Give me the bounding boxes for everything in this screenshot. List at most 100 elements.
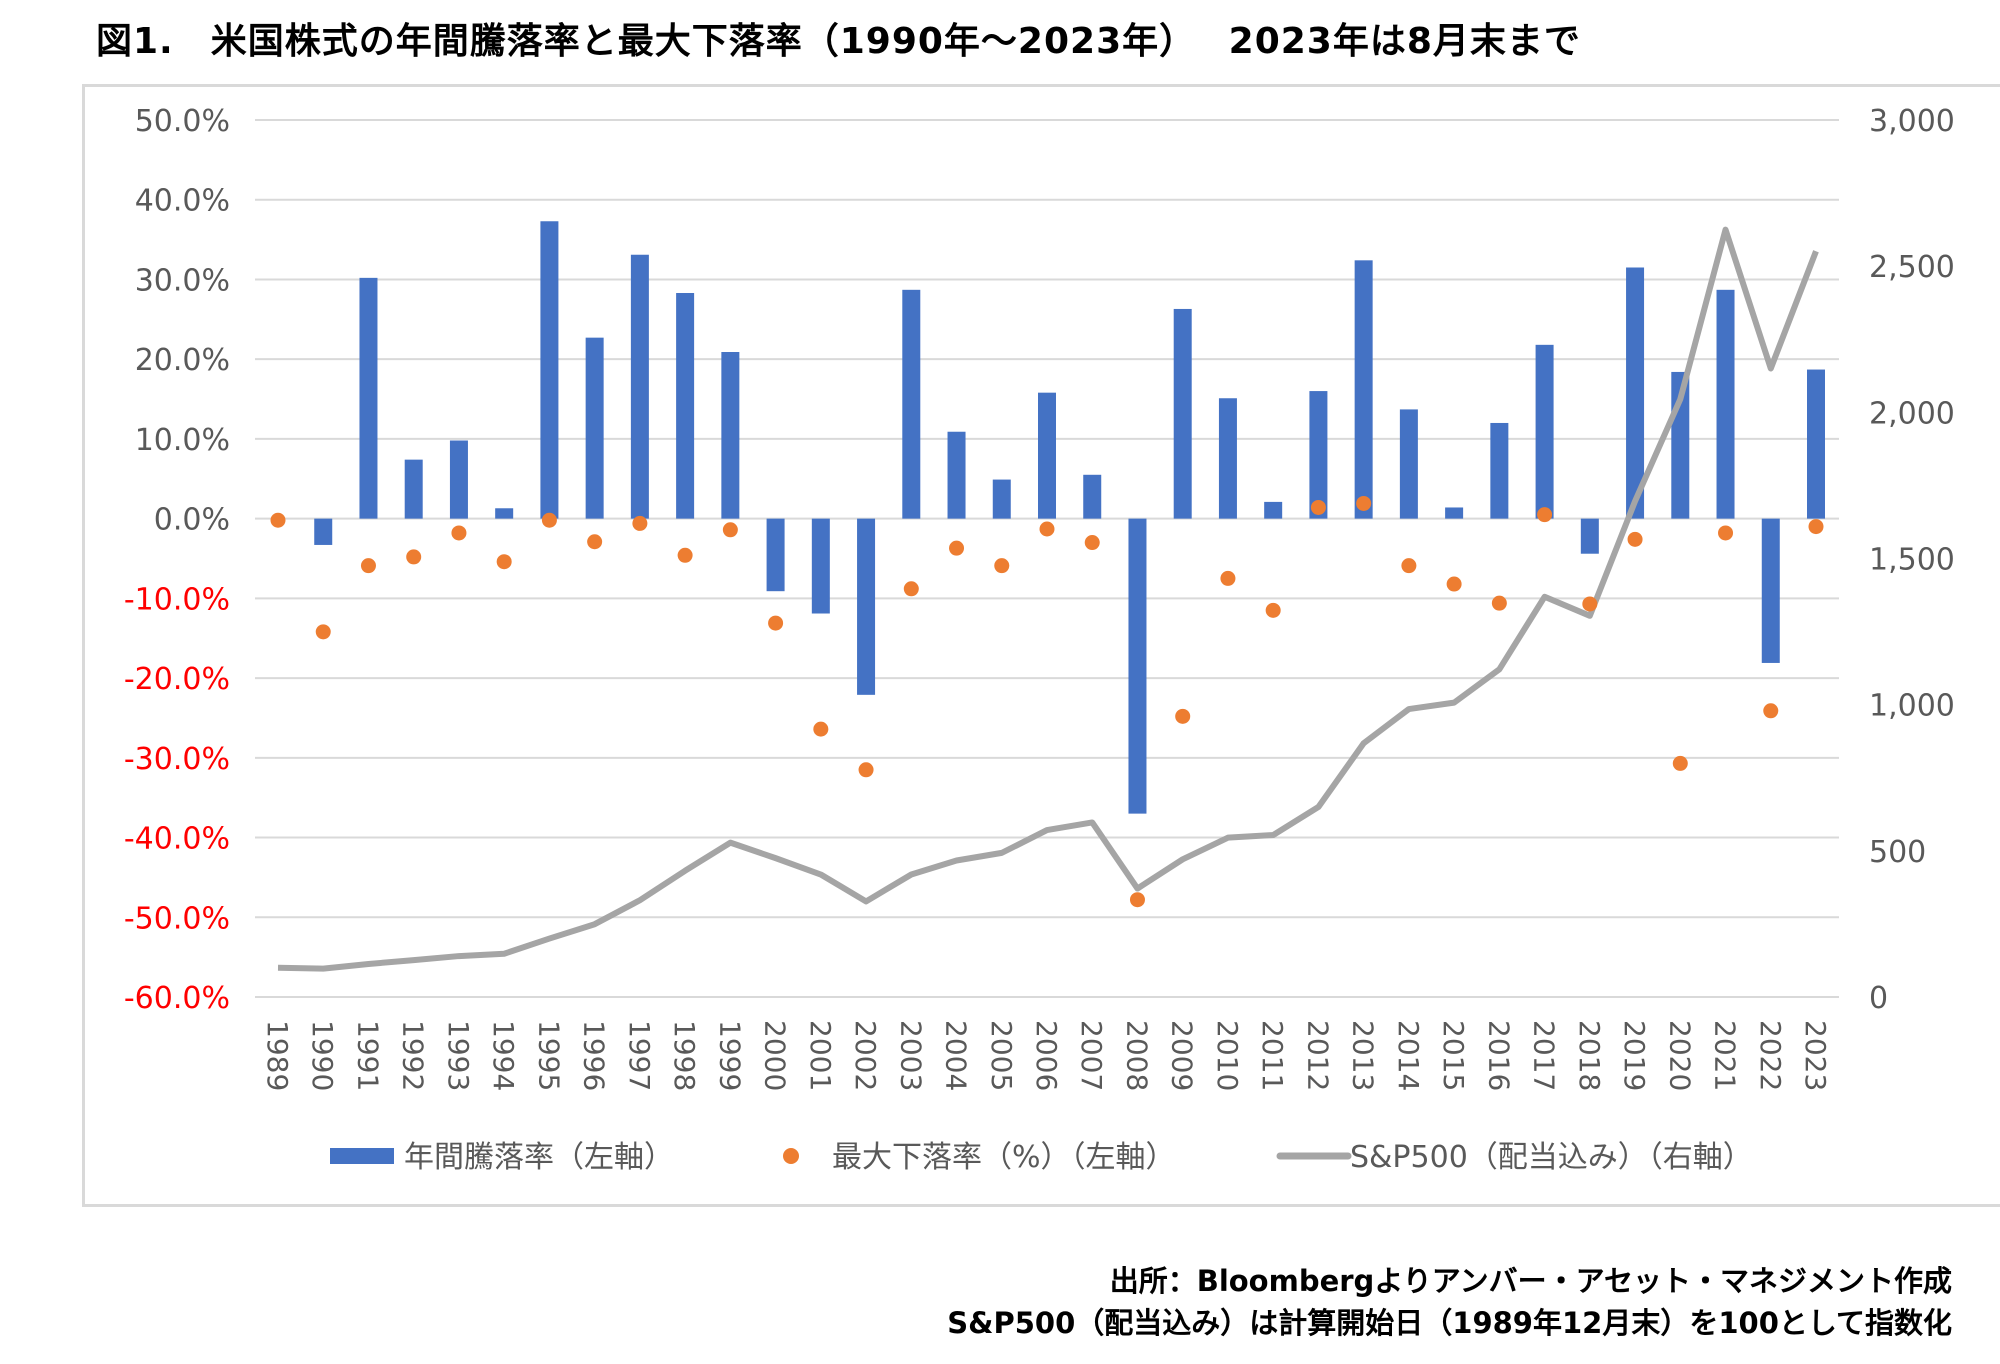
x-tick-label: 1993 <box>442 1020 475 1091</box>
bar-annual-return <box>585 337 604 519</box>
x-tick-label: 2006 <box>1030 1020 1063 1091</box>
bar-annual-return <box>449 440 468 519</box>
right-tick-label: 1,000 <box>1869 689 1955 724</box>
x-tick-label: 2020 <box>1663 1020 1696 1091</box>
legend-label-drawdown: 最大下落率（%）（左軸） <box>832 1140 1176 1175</box>
x-tick-label: 2001 <box>804 1020 837 1091</box>
bar-annual-return <box>1626 267 1645 519</box>
bar-annual-return <box>1807 369 1825 519</box>
x-tick-label: 2022 <box>1754 1020 1787 1091</box>
legend-dot-swatch <box>783 1148 799 1164</box>
x-tick-label: 2014 <box>1392 1020 1425 1091</box>
bar-annual-return <box>1761 518 1780 663</box>
bar-annual-return <box>857 518 876 695</box>
bar-annual-return <box>1490 422 1509 519</box>
bar-annual-return <box>721 352 740 519</box>
bar-annual-return <box>359 277 378 519</box>
x-tick-label: 2009 <box>1166 1020 1199 1091</box>
x-tick-label: 2012 <box>1301 1020 1334 1091</box>
point-max-drawdown <box>1220 570 1236 586</box>
x-tick-label: 1997 <box>623 1020 656 1091</box>
bar-annual-return <box>540 221 559 519</box>
legend-label-annual: 年間騰落率（左軸） <box>404 1140 674 1175</box>
left-tick-label: 30.0% <box>135 263 230 298</box>
right-tick-label: 2,000 <box>1869 396 1955 431</box>
point-max-drawdown <box>994 558 1010 574</box>
point-max-drawdown <box>813 721 829 737</box>
bar-annual-return <box>766 518 785 592</box>
x-tick-label: 2008 <box>1120 1020 1153 1091</box>
point-max-drawdown <box>1084 535 1100 551</box>
x-tick-label: 1999 <box>713 1020 746 1091</box>
point-max-drawdown <box>1672 755 1688 771</box>
bar-annual-return <box>1309 391 1328 519</box>
bar-annual-return <box>947 431 966 519</box>
point-max-drawdown <box>1175 708 1191 724</box>
bar-annual-return <box>1264 501 1283 519</box>
chart-title: 図1. 米国株式の年間騰落率と最大下落率（1990年～2023年） 2023年は… <box>96 21 1581 62</box>
point-max-drawdown <box>1718 525 1734 541</box>
left-tick-label: 0.0% <box>154 503 230 538</box>
point-max-drawdown <box>1627 531 1643 547</box>
x-tick-label: 2019 <box>1618 1020 1651 1091</box>
bar-annual-return <box>1445 507 1464 519</box>
x-tick-label: 2015 <box>1437 1020 1470 1091</box>
x-tick-label: 2005 <box>985 1020 1018 1091</box>
point-max-drawdown <box>1265 602 1281 618</box>
x-tick-label: 2023 <box>1799 1020 1832 1091</box>
point-max-drawdown <box>858 762 874 778</box>
left-tick-label: -60.0% <box>124 981 230 1016</box>
point-max-drawdown <box>1129 892 1145 908</box>
legend-bar-swatch <box>330 1148 394 1164</box>
x-tick-label: 1994 <box>487 1020 520 1091</box>
x-tick-label: 2003 <box>894 1020 927 1091</box>
bar-annual-return <box>1218 398 1237 519</box>
left-tick-label: 40.0% <box>135 184 230 219</box>
right-tick-label: 500 <box>1869 835 1926 870</box>
point-max-drawdown <box>1310 499 1326 515</box>
left-tick-label: -20.0% <box>124 662 230 697</box>
bar-annual-return <box>314 518 333 545</box>
x-tick-label: 1990 <box>306 1020 339 1091</box>
point-max-drawdown <box>451 525 467 541</box>
point-max-drawdown <box>677 547 693 563</box>
right-tick-label: 3,000 <box>1869 104 1955 139</box>
x-tick-label: 2021 <box>1709 1020 1742 1091</box>
bar-annual-return <box>1399 409 1418 519</box>
bar-annual-return <box>1128 518 1147 814</box>
point-max-drawdown <box>496 554 512 570</box>
bar-annual-return <box>811 518 830 614</box>
point-max-drawdown <box>1401 558 1417 574</box>
x-tick-label: 2010 <box>1211 1020 1244 1091</box>
point-max-drawdown <box>1582 596 1598 612</box>
x-tick-label: 1991 <box>351 1020 384 1091</box>
chart-frame <box>82 84 2000 1207</box>
bar-annual-return <box>1354 260 1373 519</box>
point-max-drawdown <box>1356 495 1372 511</box>
point-max-drawdown <box>768 615 784 631</box>
left-tick-label: 50.0% <box>135 104 230 139</box>
x-tick-label: 2004 <box>940 1020 973 1091</box>
x-tick-label: 1996 <box>578 1020 611 1091</box>
bar-annual-return <box>676 293 695 519</box>
x-tick-label: 2016 <box>1482 1020 1515 1091</box>
right-tick-label: 1,500 <box>1869 543 1955 578</box>
x-tick-label: 1995 <box>532 1020 565 1091</box>
x-tick-label: 1992 <box>397 1020 430 1091</box>
point-max-drawdown <box>632 515 648 531</box>
point-max-drawdown <box>949 540 965 556</box>
x-tick-label: 2007 <box>1075 1020 1108 1091</box>
bar-annual-return <box>1580 518 1599 554</box>
bar-annual-return <box>1535 344 1554 519</box>
point-max-drawdown <box>1446 576 1462 592</box>
index-note: S&P500（配当込み）は計算開始日（1989年12月末）を100として指数化 <box>947 1306 1952 1340</box>
left-tick-label: -40.0% <box>124 822 230 857</box>
point-max-drawdown <box>1491 595 1507 611</box>
bar-annual-return <box>992 479 1011 519</box>
x-tick-label: 2000 <box>759 1020 792 1091</box>
x-tick-label: 1998 <box>668 1020 701 1091</box>
left-tick-label: -50.0% <box>124 901 230 936</box>
point-max-drawdown <box>406 549 422 565</box>
point-max-drawdown <box>1808 519 1824 535</box>
point-max-drawdown <box>587 534 603 550</box>
